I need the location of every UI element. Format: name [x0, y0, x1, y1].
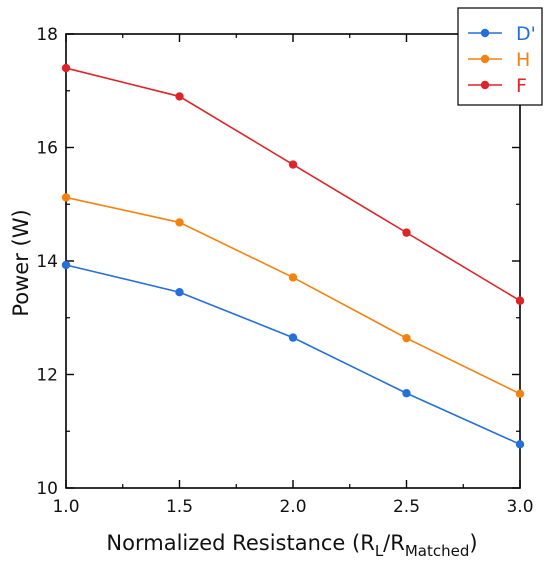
- series-line: [65, 264, 521, 446]
- data-point: [402, 333, 411, 343]
- x-tick-label: 1.0: [52, 497, 79, 517]
- data-point: [515, 389, 525, 398]
- data-point: [175, 288, 184, 297]
- data-point: [61, 193, 71, 202]
- legend-label: H: [516, 49, 530, 71]
- data-point: [61, 260, 71, 270]
- legend-label: F: [516, 75, 527, 97]
- legend: D' HF: [457, 7, 543, 106]
- legend-marker: [480, 54, 490, 64]
- plot-frame: [65, 33, 521, 489]
- y-axis-label: Power (W): [9, 209, 33, 316]
- y-tick-label: 16: [36, 139, 58, 159]
- data-point: [515, 296, 525, 305]
- y-tick-label: 14: [36, 252, 58, 272]
- series-layer: [61, 63, 525, 449]
- legend-label: D': [516, 23, 536, 45]
- x-tick-label: 3.0: [506, 497, 533, 517]
- data-point: [402, 389, 411, 398]
- legend-box: [457, 7, 543, 106]
- data-point: [175, 92, 184, 101]
- legend-marker: [480, 80, 490, 90]
- series-line: [65, 67, 521, 302]
- x-axis-label: Normalized Resistance (RL/RMatched): [106, 531, 477, 560]
- x-tick-label: 2.5: [393, 497, 420, 517]
- data-point: [288, 160, 298, 169]
- y-tick-label: 12: [36, 366, 58, 386]
- y-tick-label: 18: [36, 25, 58, 45]
- x-tick-label: 2.0: [279, 497, 306, 517]
- series-line: [65, 196, 521, 395]
- legend-marker: [480, 28, 490, 38]
- data-point: [61, 63, 71, 73]
- y-tick-label: 10: [36, 479, 58, 499]
- data-point: [288, 273, 298, 282]
- data-point: [288, 333, 298, 342]
- data-point: [175, 218, 184, 227]
- axes: 1.0 1.5 2.0 2.5 3.0 10 12 14 16 18: [36, 25, 533, 517]
- data-point: [402, 228, 411, 237]
- data-point: [515, 440, 525, 449]
- x-tick-label: 1.5: [166, 497, 193, 517]
